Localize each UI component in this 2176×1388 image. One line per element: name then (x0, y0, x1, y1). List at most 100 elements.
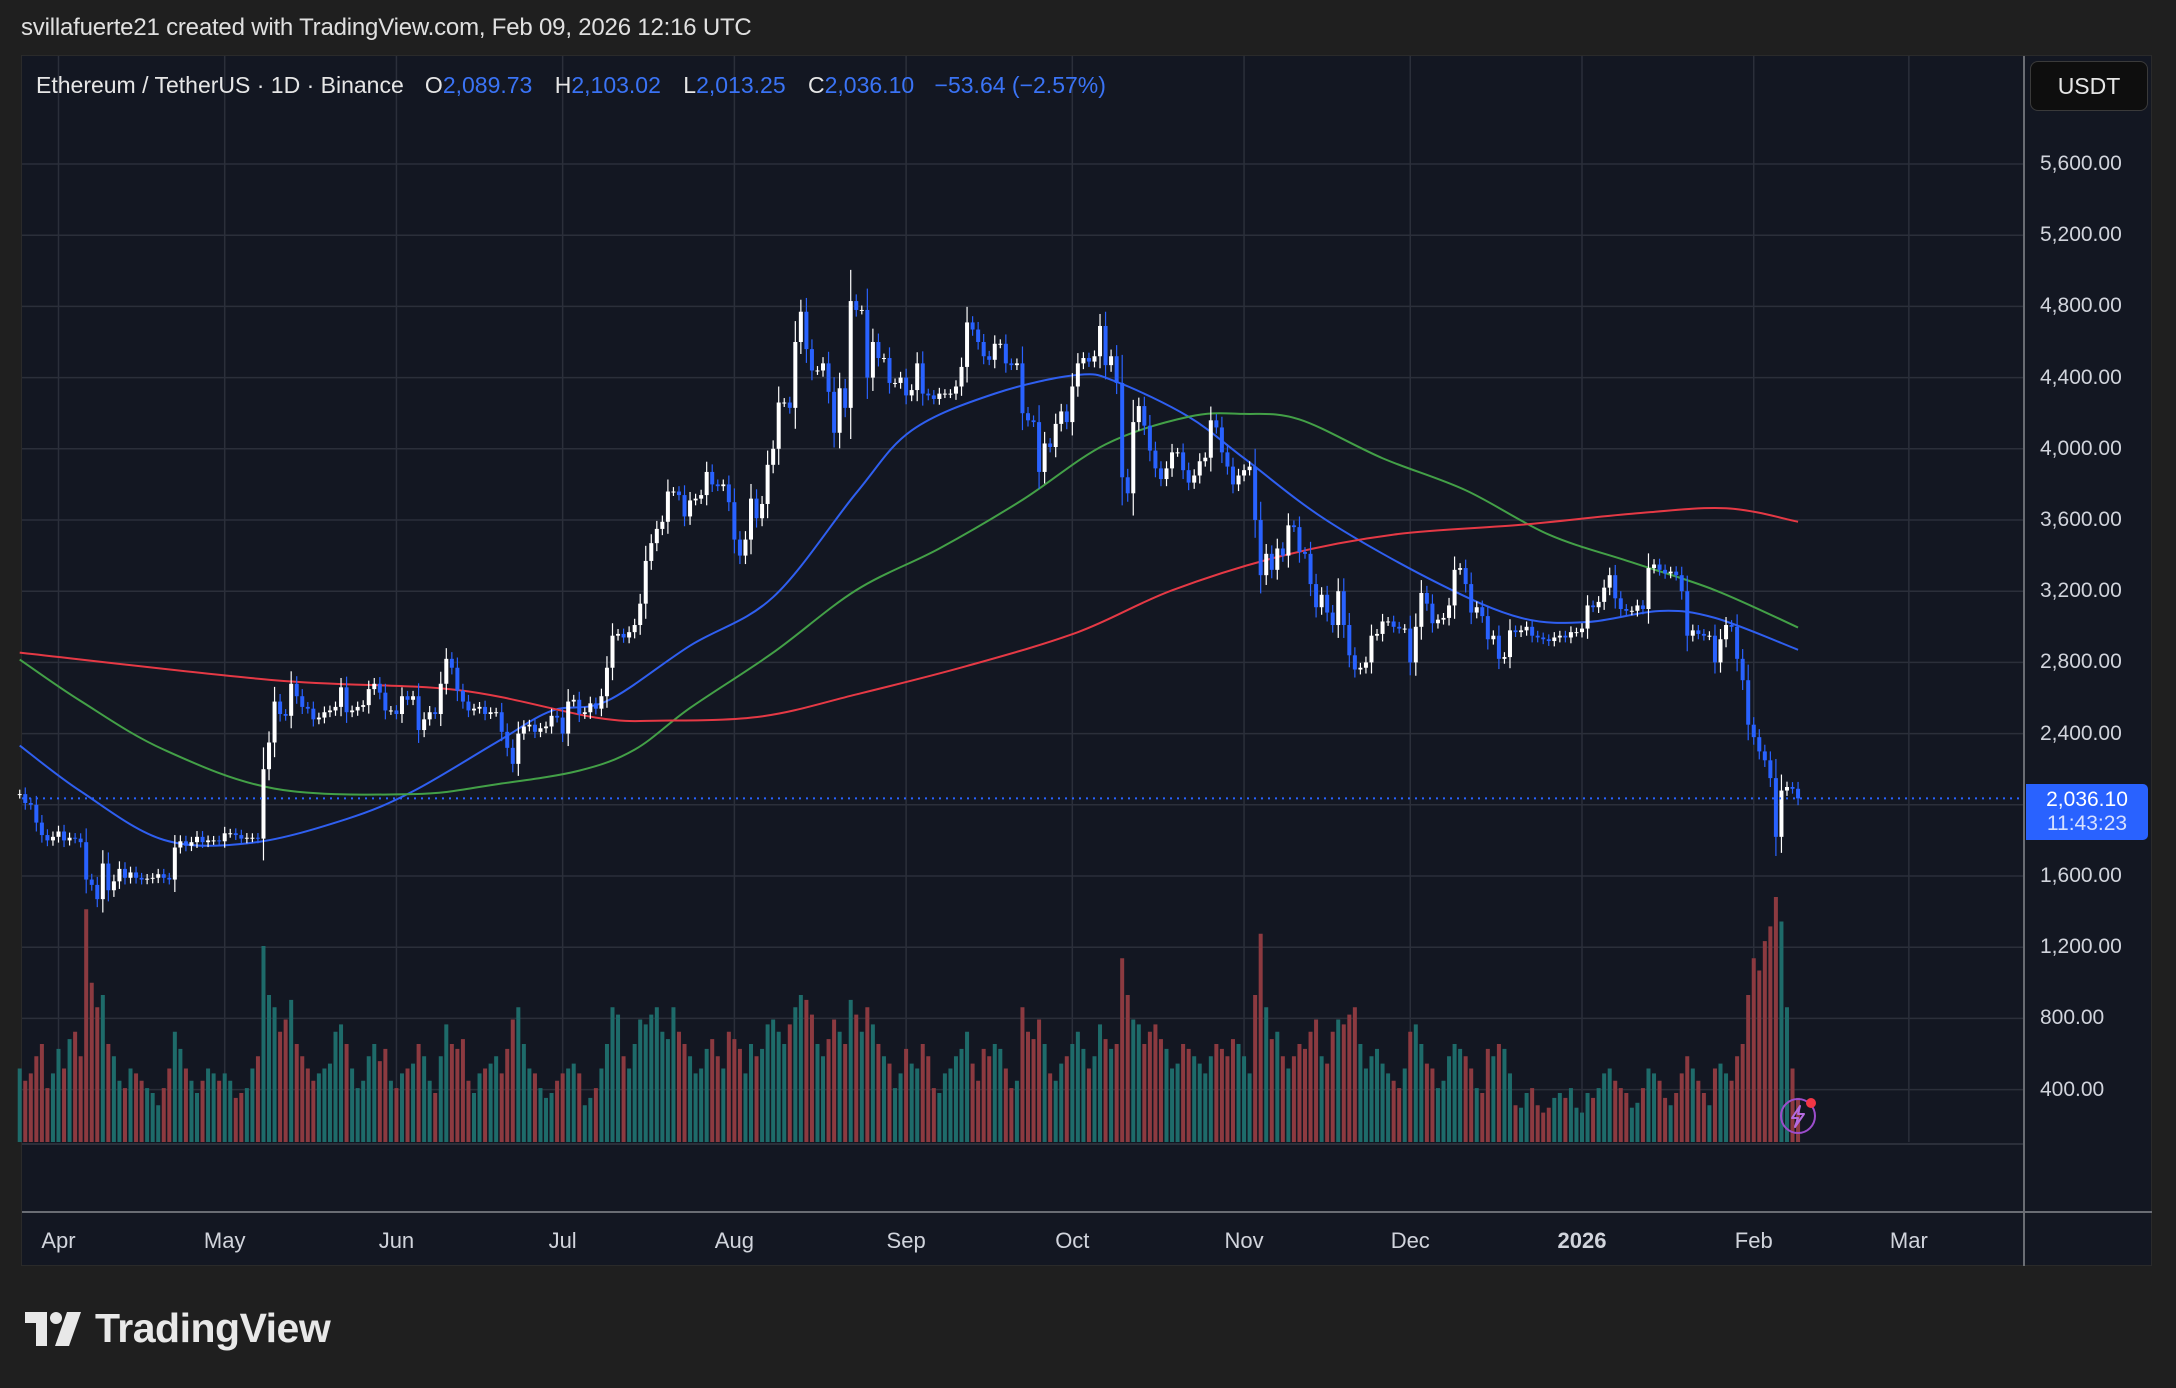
candle-body (1502, 657, 1507, 659)
volume-bar (843, 1044, 848, 1142)
volume-bar (1269, 1039, 1274, 1142)
moving-average-line (19, 507, 1799, 723)
candle-body (676, 491, 681, 496)
volume-bar (433, 1093, 438, 1142)
volume-bar (195, 1093, 199, 1142)
volume-bar (710, 1039, 715, 1142)
candle-body (100, 863, 105, 900)
candle-body (172, 847, 177, 880)
volume-bar (1602, 1073, 1607, 1142)
volume-bar (1635, 1102, 1640, 1142)
candle-body (1707, 635, 1712, 637)
volume-bar (444, 1024, 449, 1142)
candle-body (372, 683, 377, 690)
volume-bar (372, 1044, 377, 1142)
candle-body (682, 495, 687, 517)
candle-body (854, 301, 859, 310)
candle-body (1242, 470, 1247, 476)
candle-body (311, 708, 316, 720)
candle-body (821, 363, 826, 371)
candle-body (1718, 639, 1723, 663)
volume-bar (1408, 1031, 1413, 1142)
volume-bar (1286, 1068, 1291, 1142)
volume-bar (1491, 1056, 1496, 1142)
candle-body (726, 484, 731, 503)
volume-bar (1164, 1048, 1169, 1142)
candle-body (128, 872, 133, 878)
volume-bar (782, 1044, 787, 1142)
volume-bar (1613, 1080, 1618, 1142)
volume-bar (1580, 1112, 1584, 1142)
candle-body (1513, 630, 1518, 633)
candle-body (804, 311, 809, 350)
candle-body (1181, 452, 1186, 471)
lightning-icon[interactable] (1780, 1098, 1816, 1134)
volume-bar (953, 1056, 958, 1142)
candle-body (782, 402, 787, 404)
volume-bar (1186, 1048, 1191, 1142)
volume-bar (787, 1024, 792, 1142)
candle-body (39, 822, 44, 836)
volume-bar (128, 1068, 133, 1142)
volume-bar (532, 1073, 537, 1142)
price-axis-label: 5,600.00 (2040, 152, 2122, 175)
candle-body (704, 471, 709, 496)
volume-bar (881, 1056, 886, 1142)
candle-body (1646, 568, 1651, 609)
candle-body (267, 742, 272, 770)
time-axis-label: Dec (1390, 1228, 1430, 1253)
close-label: C (808, 72, 825, 98)
volume-bar (411, 1063, 416, 1142)
volume-bar (1618, 1088, 1623, 1142)
volume-bar (926, 1056, 931, 1142)
volume-bar (416, 1044, 421, 1142)
volume-bar (1773, 897, 1778, 1142)
volume-bar (1391, 1080, 1396, 1142)
candle-body (305, 706, 310, 709)
candle-body (1358, 667, 1363, 670)
volume-bar (1679, 1073, 1684, 1142)
volume-bar (510, 1019, 515, 1142)
candle-body (1352, 655, 1357, 670)
volume-bar (466, 1080, 471, 1142)
volume-bar (505, 1048, 510, 1142)
volume-bar (1020, 1007, 1025, 1142)
volume-bar (388, 1080, 393, 1142)
volume-bar (1519, 1107, 1524, 1142)
volume-bar (1397, 1088, 1402, 1142)
volume-bar (355, 1088, 360, 1142)
volume-bar (870, 1024, 875, 1142)
volume-bar (915, 1068, 920, 1142)
symbol-name[interactable]: Ethereum / TetherUS · 1D · Binance (36, 72, 404, 98)
volume-bar (699, 1068, 704, 1142)
volume-bar (1375, 1048, 1380, 1142)
volume-bar (1341, 1024, 1346, 1142)
candle-body (361, 705, 366, 707)
high-value: 2,103.02 (571, 72, 661, 98)
candle-body (394, 710, 399, 715)
time-axis-label: Apr (41, 1228, 76, 1253)
candle-body (1580, 628, 1584, 633)
candle-body (499, 712, 504, 732)
candle-body (233, 833, 238, 836)
volume-bar (654, 1007, 659, 1142)
candle-body (582, 712, 587, 715)
volume-bar (117, 1080, 122, 1142)
currency-button[interactable]: USDT (2030, 61, 2148, 111)
candle-body (743, 539, 748, 556)
volume-bar (1308, 1031, 1313, 1142)
volume-bar (1746, 995, 1751, 1142)
candle-body (1668, 571, 1673, 574)
volume-bar (527, 1068, 532, 1142)
volume-bar (422, 1056, 427, 1142)
candle-body (715, 484, 720, 487)
candle-body (134, 872, 139, 878)
candle-body (1319, 594, 1324, 608)
candle-body (1596, 601, 1601, 608)
volume-bar (394, 1088, 399, 1142)
candle-body (904, 377, 909, 396)
candle-body (1142, 406, 1147, 426)
volume-bar (316, 1073, 321, 1142)
candle-body (948, 393, 953, 395)
